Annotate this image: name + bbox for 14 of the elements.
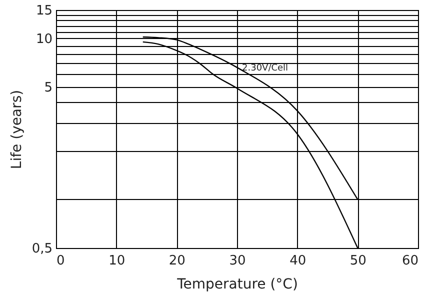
y-tick-label: 15: [36, 4, 52, 18]
x-axis-title: Temperature (°C): [176, 276, 298, 292]
x-tick-label: 30: [229, 254, 246, 268]
y-tick-label: 5: [44, 80, 52, 96]
x-tick-label: 20: [168, 254, 186, 268]
y-axis-title: Life (years): [8, 90, 25, 170]
y-tick-label: 0,5: [32, 242, 52, 256]
annotation: 2.30V/Cell: [242, 63, 288, 74]
x-tick-label: 10: [108, 254, 126, 268]
x-tick-label: 0: [56, 254, 65, 268]
y-tick-label: 10: [36, 32, 52, 47]
x-tick-label: 40: [290, 254, 306, 268]
x-tick-label: 60: [402, 254, 418, 268]
x-tick-label: 50: [350, 254, 366, 268]
